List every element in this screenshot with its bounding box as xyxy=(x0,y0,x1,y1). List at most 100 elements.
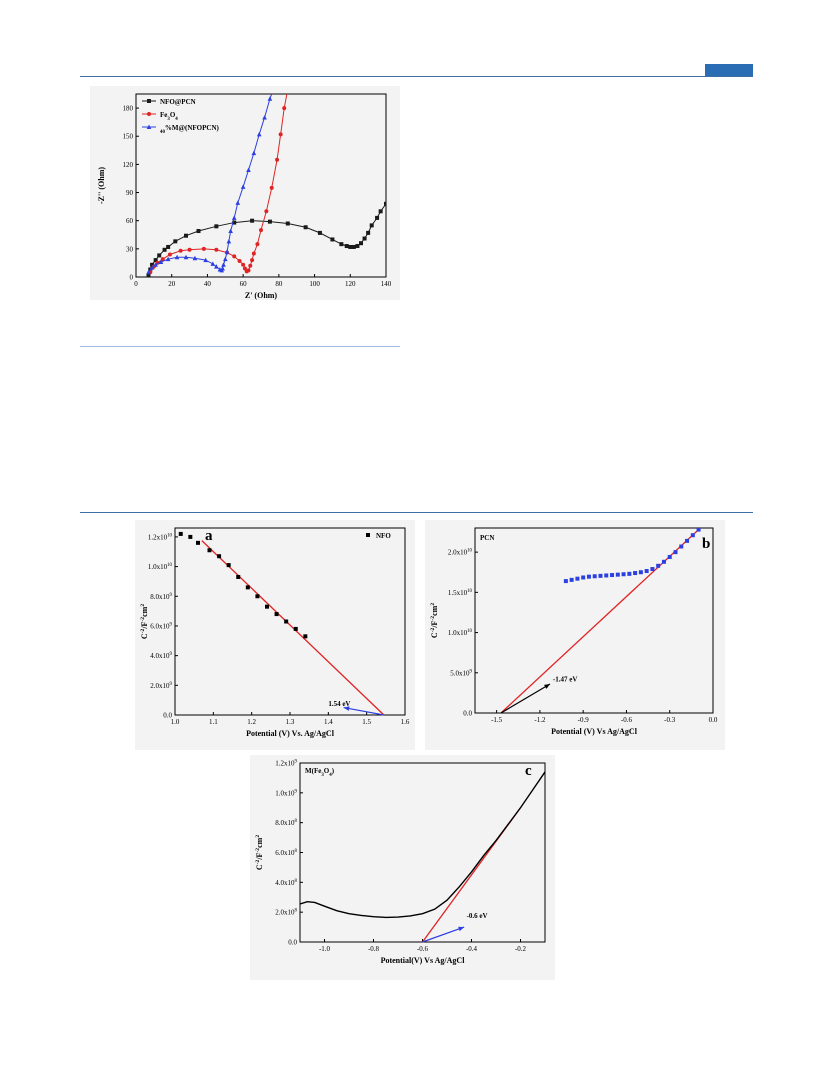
data-point xyxy=(259,228,263,233)
x-tick-label: 140 xyxy=(381,280,392,288)
data-point xyxy=(236,574,241,579)
data-point xyxy=(264,209,269,214)
data-point xyxy=(638,570,643,575)
data-point xyxy=(285,221,290,226)
data-point xyxy=(575,576,580,581)
data-point xyxy=(251,150,257,156)
x-tick-label: 1.1 xyxy=(209,718,218,726)
data-point xyxy=(250,218,255,223)
y-tick-label: 5.0x109​ xyxy=(450,669,472,677)
plot-frame xyxy=(299,762,546,943)
data-point xyxy=(167,252,172,257)
data-point xyxy=(586,574,591,579)
data-point xyxy=(366,230,371,235)
data-point xyxy=(696,528,701,532)
data-point xyxy=(351,244,356,249)
legend-marker xyxy=(147,112,151,116)
legend-label: Fe3O4​ xyxy=(160,111,178,122)
y-tick-label: 30 xyxy=(126,245,134,253)
data-point xyxy=(178,531,183,536)
data-point xyxy=(627,571,632,576)
x-tick-label: -1.2 xyxy=(534,716,546,724)
panel-label: b xyxy=(702,536,710,552)
panel-label: a xyxy=(205,528,213,544)
data-point xyxy=(240,184,246,189)
annotation-arrow xyxy=(500,683,551,714)
data-point xyxy=(221,262,226,267)
data-point xyxy=(226,563,231,568)
x-axis-label: Potential (V) Vs. Ag/AgCl xyxy=(246,729,335,738)
data-point xyxy=(231,215,237,220)
y-tick-label: 0.0 xyxy=(163,712,172,720)
y-tick-label: 8.0x109​ xyxy=(150,593,172,601)
y-tick-label: 6.0x109​ xyxy=(150,622,172,630)
data-point xyxy=(157,253,162,258)
x-tick-label: -0.6 xyxy=(417,945,429,953)
data-point xyxy=(673,550,678,555)
x-tick-label: -1.0 xyxy=(319,945,331,953)
data-point xyxy=(369,223,374,228)
annotation-arrow xyxy=(343,706,385,716)
y-tick-label: 1.5x1010​ xyxy=(448,589,473,597)
data-point xyxy=(284,619,289,624)
data-point xyxy=(173,239,178,244)
panel-label: c xyxy=(525,763,532,779)
data-point xyxy=(348,244,353,249)
data-point xyxy=(303,225,308,230)
y-tick-label: 0 xyxy=(130,274,134,282)
data-point xyxy=(184,233,188,238)
data-point xyxy=(214,224,219,229)
data-point xyxy=(644,569,649,574)
ms-figure-b: -1.5 -1.2 -0.9 -0.6 -0.3 0.0 0.0 5.0x109​ 1.0x10… xyxy=(425,520,725,750)
y-tick-label: 90 xyxy=(126,189,134,197)
data-point xyxy=(251,251,256,256)
data-point xyxy=(246,268,251,273)
data-point xyxy=(210,261,216,266)
y-tick-label: 1.0x1010​ xyxy=(448,629,473,637)
y-tick-label: 0.0 xyxy=(288,939,297,947)
data-point xyxy=(267,96,273,101)
y-tick-label: 2.0x109​ xyxy=(150,682,172,690)
x-tick-label: 1.0 xyxy=(171,718,180,726)
y-axis-label: -Z'' (Ohm) xyxy=(97,167,106,204)
data-point xyxy=(248,263,253,268)
data-point xyxy=(245,585,250,590)
data-point xyxy=(214,264,219,269)
data-point xyxy=(362,236,367,241)
data-point xyxy=(355,244,360,249)
y-tick-label: 120 xyxy=(123,161,134,169)
data-point xyxy=(153,262,158,267)
header-tab xyxy=(705,64,753,76)
plot-area xyxy=(146,94,386,277)
ms-chart-c: -1.0 -0.8 -0.6 -0.4 -0.2 0.0 2.0x108​ 4.0x108​ 6… xyxy=(255,760,546,965)
data-point xyxy=(232,220,237,225)
x-tick-label: 0 xyxy=(134,280,138,288)
y-tick-label: 60 xyxy=(126,217,134,225)
data-point xyxy=(201,246,206,251)
data-point xyxy=(581,575,586,580)
x-axis-label: Z' (Ohm) xyxy=(245,291,278,300)
x-tick-label: 80 xyxy=(275,280,283,288)
data-point xyxy=(158,259,164,264)
header-rule xyxy=(80,76,753,77)
y-axis-label: C-2/F-2cm2​ xyxy=(140,604,149,639)
x-tick-label: 1.2 xyxy=(247,718,256,726)
data-point xyxy=(384,201,386,206)
legend-label: NFO@PCN xyxy=(160,98,196,106)
data-point xyxy=(633,571,638,576)
data-point xyxy=(615,572,620,577)
data-point xyxy=(563,579,568,584)
plot-frame xyxy=(174,527,406,716)
ms-figure-a: 1.0 1.1 1.2 1.3 1.4 1.5 1.6 0.0 2.0x109​ 4.0x109​… xyxy=(135,520,415,750)
data-point xyxy=(317,230,322,235)
data-point xyxy=(222,256,228,262)
y-tick-label: 8.0x108​ xyxy=(275,819,297,827)
data-point xyxy=(196,540,200,545)
data-point xyxy=(359,241,363,246)
data-point xyxy=(246,167,251,173)
data-point xyxy=(282,106,287,111)
data-point xyxy=(667,554,672,559)
data-point xyxy=(150,262,155,267)
data-point xyxy=(598,573,603,578)
data-point xyxy=(262,114,267,120)
